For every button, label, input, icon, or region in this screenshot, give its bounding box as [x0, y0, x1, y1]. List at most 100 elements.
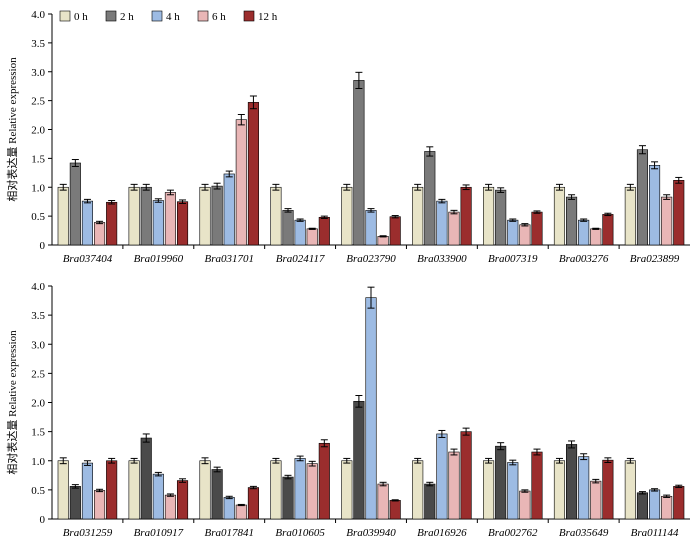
bar [211, 185, 223, 246]
bar [531, 451, 543, 520]
category-label: Bra019960 [134, 253, 184, 265]
bar [624, 186, 636, 246]
category-label: Bra037404 [63, 253, 113, 265]
bar [306, 463, 318, 520]
bar [673, 486, 685, 520]
bar [235, 504, 247, 520]
y-tick-label: 2.5 [31, 96, 45, 108]
bar [448, 211, 460, 246]
bar [602, 214, 614, 246]
bar [341, 186, 353, 246]
y-tick-label: 0 [40, 240, 46, 252]
legend-swatch [151, 10, 163, 22]
bar [365, 210, 377, 246]
bar [495, 189, 507, 246]
bar [519, 490, 531, 520]
bar [69, 486, 81, 520]
bar [164, 494, 176, 520]
bar [553, 186, 566, 246]
bar [69, 162, 81, 246]
bar [152, 200, 164, 246]
bar [140, 437, 152, 520]
y-tick-label: 1.0 [31, 182, 45, 194]
category-label: Bra010605 [275, 527, 325, 539]
bar [590, 228, 602, 246]
bar [294, 458, 306, 520]
bar [424, 151, 436, 246]
bar [353, 401, 365, 520]
bar [341, 460, 353, 520]
bar [282, 476, 294, 520]
bar [164, 192, 176, 246]
legend-swatch [105, 10, 117, 22]
category-label: Bra002762 [488, 527, 538, 539]
bar [649, 489, 661, 520]
y-tick-label: 0 [40, 514, 46, 526]
bar [424, 483, 436, 520]
bar [578, 456, 590, 520]
bar [519, 224, 531, 246]
bar [199, 186, 211, 246]
bar [93, 490, 106, 520]
bar [176, 480, 189, 520]
y-tick-label: 3.5 [31, 38, 45, 50]
bar [211, 469, 223, 520]
y-tick-label: 4.0 [31, 9, 45, 21]
category-label: Bra010917 [134, 527, 184, 539]
bar [318, 442, 330, 520]
bar [448, 451, 460, 520]
bar [507, 462, 519, 520]
category-label: Bra011144 [631, 527, 679, 539]
legend-label: 0 h [74, 11, 88, 23]
category-label: Bra023899 [630, 253, 680, 265]
bar [460, 431, 472, 520]
bar [377, 483, 389, 520]
bar [57, 460, 69, 520]
bar [235, 119, 247, 246]
category-label: Bra024117 [276, 253, 325, 265]
category-label: Bra003276 [559, 253, 609, 265]
bar [93, 222, 106, 246]
bar [176, 201, 189, 246]
category-label: Bra035649 [559, 527, 609, 539]
bar [128, 460, 140, 520]
legend-label: 4 h [166, 11, 180, 23]
bar [270, 186, 282, 246]
y-tick-label: 3.0 [31, 339, 45, 351]
y-tick-label: 4.0 [31, 281, 45, 293]
bar [436, 200, 448, 246]
bar [566, 444, 578, 520]
legend-swatch [197, 10, 209, 22]
y-tick-label: 1.5 [31, 153, 45, 165]
bar [106, 460, 118, 520]
bar [282, 210, 294, 246]
y-axis-label: 相对表达量 Relative expression [5, 57, 19, 202]
category-label: Bra007319 [488, 253, 538, 265]
bar [223, 173, 235, 246]
bar [566, 196, 578, 246]
bar [590, 480, 602, 520]
y-tick-label: 3.5 [31, 310, 45, 322]
y-tick-label: 0.5 [31, 485, 45, 497]
y-tick-label: 2.0 [31, 398, 45, 410]
bar [106, 201, 118, 246]
bar [81, 462, 93, 520]
bar [199, 460, 211, 520]
y-tick-label: 1.5 [31, 427, 45, 439]
bar [389, 500, 401, 520]
bar [270, 460, 282, 520]
bar [636, 492, 649, 520]
bar [247, 487, 259, 520]
bar [495, 445, 507, 520]
bar [624, 460, 636, 520]
bar [318, 216, 330, 246]
bar [636, 149, 649, 246]
category-label: Bra031701 [204, 253, 254, 265]
y-axis-label: 相对表达量 Relative expression [5, 330, 19, 475]
category-label: Bra016926 [417, 527, 467, 539]
y-tick-label: 1.0 [31, 456, 45, 468]
bar [152, 473, 164, 520]
bar [377, 236, 389, 246]
y-tick-label: 0.5 [31, 211, 45, 223]
